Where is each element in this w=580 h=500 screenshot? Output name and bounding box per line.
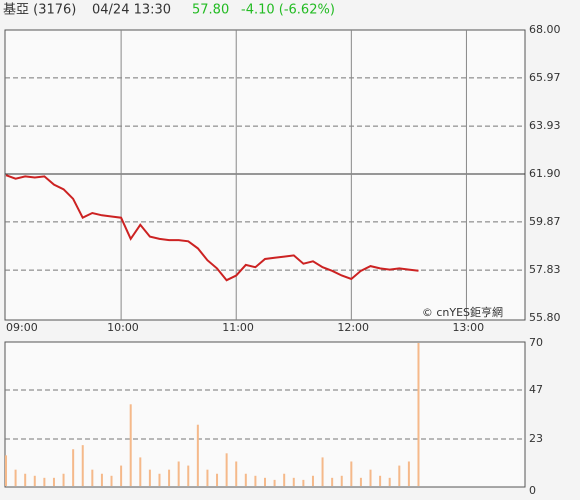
volume-bar — [139, 457, 142, 486]
volume-bar — [206, 469, 209, 486]
x-tick-label: 11:00 — [222, 321, 254, 334]
watermark: © cnYES鉅亨網 — [422, 305, 503, 319]
volume-bar — [302, 479, 305, 486]
price-change: -4.10 (-6.62%) — [241, 3, 335, 18]
x-tick-label: 09:00 — [6, 321, 38, 334]
volume-bar — [43, 477, 46, 486]
volume-bar — [379, 475, 382, 486]
plot-area — [4, 341, 526, 488]
volume-bar — [158, 473, 161, 486]
volume-bar — [244, 473, 247, 486]
y-tick-label: 0 — [529, 484, 536, 497]
volume-bar — [100, 473, 103, 486]
volume-bar — [148, 469, 151, 486]
volume-bar — [62, 473, 65, 486]
volume-bar — [398, 465, 401, 486]
volume-bar — [388, 477, 391, 486]
volume-bar — [340, 475, 343, 486]
y-tick-label: 63.93 — [529, 119, 561, 132]
volume-bar — [311, 475, 314, 486]
volume-bar — [254, 475, 257, 486]
volume-bar — [52, 477, 55, 486]
volume-bar — [359, 477, 362, 486]
volume-bar — [91, 469, 94, 486]
volume-bar — [283, 473, 286, 486]
volume-bar — [5, 455, 7, 486]
volume-bar — [196, 424, 199, 486]
stock-name: 基亞 (3176) — [3, 3, 76, 18]
last-price: 57.80 — [192, 3, 229, 18]
volume-bar — [235, 461, 238, 486]
y-tick-label: 55.80 — [529, 311, 561, 324]
volume-bar — [177, 461, 180, 486]
volume-bar — [369, 469, 372, 486]
y-tick-label: 47 — [529, 383, 543, 396]
x-tick-label: 13:00 — [452, 321, 484, 334]
y-tick-label: 70 — [529, 336, 543, 349]
volume-bar — [24, 473, 27, 486]
volume-bar — [407, 461, 410, 486]
y-tick-label: 59.87 — [529, 215, 561, 228]
volume-bar — [321, 457, 324, 486]
volume-bar — [168, 469, 171, 486]
volume-bar — [273, 479, 276, 486]
volume-bar — [225, 453, 228, 486]
volume-bar — [81, 445, 84, 486]
volume-bar — [110, 475, 113, 486]
volume-bar — [292, 477, 295, 486]
volume-bar — [72, 449, 75, 486]
y-tick-label: 23 — [529, 432, 543, 445]
volume-bar — [129, 404, 132, 486]
y-tick-label: 61.90 — [529, 167, 561, 180]
volume-bar — [120, 465, 123, 486]
price-line — [5, 174, 419, 282]
y-tick-label: 65.97 — [529, 71, 561, 84]
timestamp: 04/24 13:30 — [92, 3, 171, 18]
volume-bar — [33, 475, 36, 486]
volume-bar — [14, 469, 17, 486]
x-tick-label: 10:00 — [107, 321, 139, 334]
y-tick-label: 57.83 — [529, 263, 561, 276]
volume-bar — [187, 465, 190, 486]
volume-bar — [264, 477, 266, 486]
y-tick-label: 68.00 — [529, 23, 561, 36]
volume-bar — [350, 461, 353, 486]
plot-area — [4, 29, 526, 321]
x-tick-label: 12:00 — [337, 321, 369, 334]
volume-bar — [331, 477, 334, 486]
volume-bar — [417, 343, 420, 486]
volume-bar — [216, 473, 219, 486]
